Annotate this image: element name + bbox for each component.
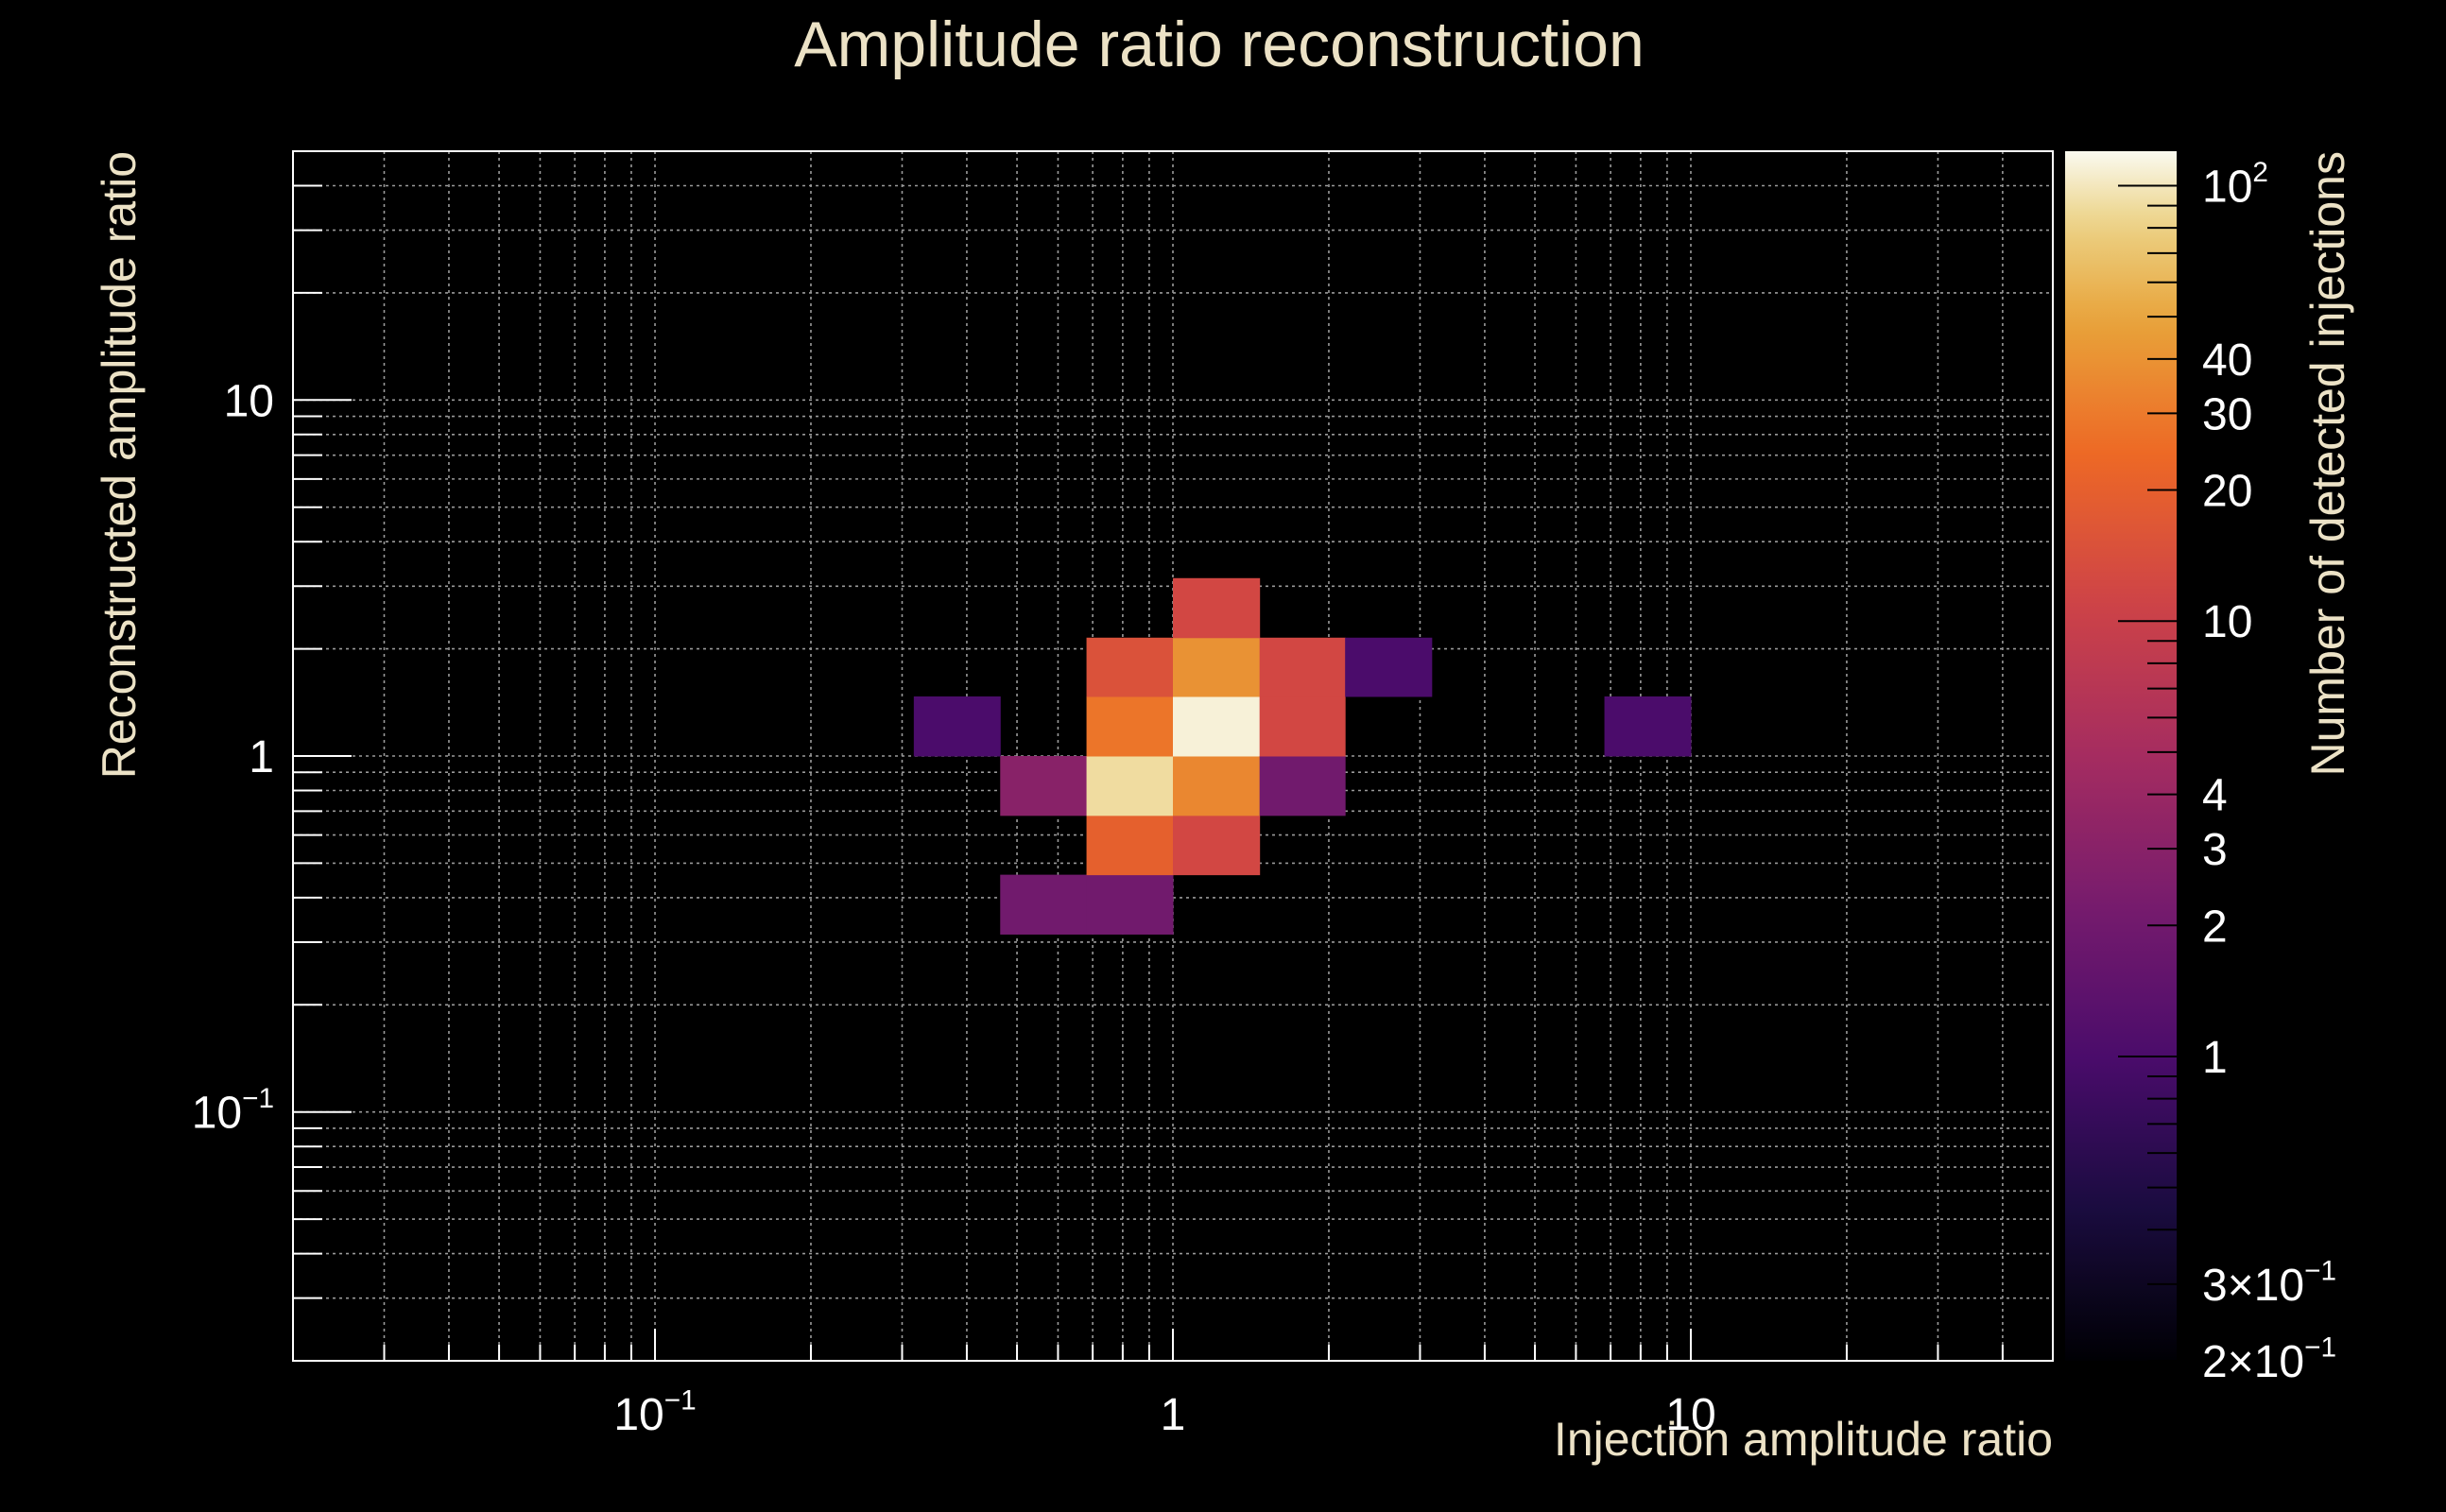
colorbar-tick-label: 20 <box>2202 467 2252 517</box>
heatmap-cell <box>1000 756 1088 816</box>
colorbar-tick-label: 3 <box>2202 825 2228 875</box>
y-tick-label: 10−1 <box>192 1083 274 1139</box>
heatmap-cell <box>1000 874 1088 935</box>
colorbar-tick-label: 10 <box>2202 597 2252 647</box>
colorbar-tick-label: 4 <box>2202 771 2228 821</box>
y-tick-label: 1 <box>249 732 274 782</box>
x-axis-label: Injection amplitude ratio <box>1554 1413 2053 1466</box>
colorbar-tick-label: 30 <box>2202 389 2252 439</box>
colorbar-tick-label: 3×10−1 <box>2202 1255 2336 1311</box>
y-axis-label: Reconstructed amplitude ratio <box>93 151 146 779</box>
y-tick-label: 10 <box>224 376 274 426</box>
heatmap-cell <box>1259 756 1346 816</box>
colorbar-label: Number of detected injections <box>2301 151 2354 776</box>
heatmap-cell <box>1259 637 1346 697</box>
heatmap-cell <box>1086 815 1174 876</box>
heatmap-cell <box>1173 637 1261 697</box>
heatmap-cell <box>1259 696 1346 757</box>
x-tick-label: 10−1 <box>613 1384 696 1440</box>
heatmap-cell <box>1173 756 1261 816</box>
x-axis-ticks: 10−1 1 10 <box>292 1329 2054 1440</box>
colorbar-tick-label: 102 <box>2202 157 2268 213</box>
colorbar <box>2065 151 2177 1361</box>
colorbar-tick-label: 2×10−1 <box>2202 1332 2336 1387</box>
heatmap-cell <box>1604 696 1692 757</box>
colorbar-tick-label: 40 <box>2202 335 2252 386</box>
x-tick-label: 1 <box>1161 1390 1186 1440</box>
colorbar-tick-label: 1 <box>2202 1033 2228 1083</box>
heatmap-cell <box>1173 577 1261 639</box>
x-tick-label: 10 <box>1665 1390 1715 1440</box>
y-axis-ticks: 10−1 1 10 <box>192 150 352 1362</box>
heatmap-cell <box>1086 696 1174 757</box>
chart-title: Amplitude ratio reconstruction <box>794 9 1645 80</box>
heatmap-cells <box>913 577 1692 935</box>
colorbar-tick-label: 2 <box>2202 902 2228 952</box>
heatmap-cell <box>1086 756 1174 816</box>
heatmap-cell <box>1345 637 1433 697</box>
heatmap-cell <box>1086 874 1174 935</box>
heatmap-cell <box>1086 637 1174 697</box>
heatmap-cell <box>1173 696 1261 757</box>
heatmap-cell <box>913 696 1001 757</box>
heatmap-cell <box>1173 815 1261 876</box>
